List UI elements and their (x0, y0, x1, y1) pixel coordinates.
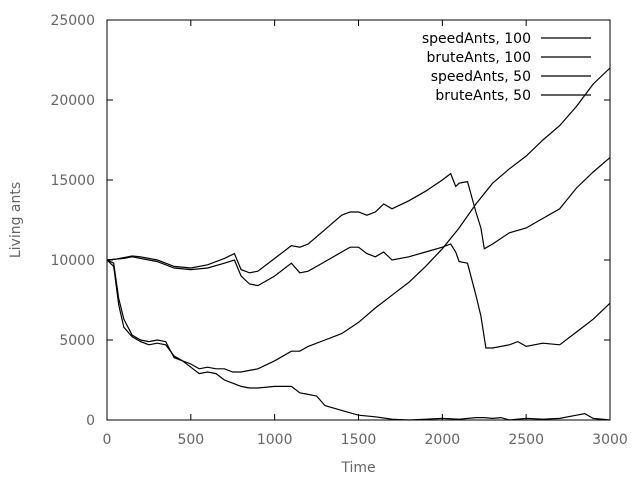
y-tick-label: 0 (86, 413, 95, 429)
x-tick-label: 1500 (341, 432, 377, 448)
y-axis-ticks: 0 5000 10000 15000 20000 25000 (50, 13, 610, 429)
x-tick-label: 0 (103, 432, 112, 448)
series-line-speedants-100 (106, 157, 611, 274)
series-line-bruteants-100 (106, 243, 611, 349)
x-tick-label: 2500 (508, 432, 544, 448)
legend-label: bruteAnts, 50 (435, 88, 531, 104)
series-line-bruteants-50 (106, 259, 611, 421)
x-tick-label: 2000 (425, 432, 461, 448)
x-tick-label: 3000 (592, 432, 628, 448)
x-axis-label: Time (340, 460, 375, 476)
legend-label: bruteAnts, 100 (427, 50, 531, 66)
x-axis-ticks: 0 500 1000 1500 2000 2500 3000 (103, 20, 628, 448)
legend-label: speedAnts, 50 (431, 69, 531, 85)
y-tick-label: 25000 (50, 13, 95, 29)
y-tick-label: 20000 (50, 93, 95, 109)
legend: speedAnts, 100 bruteAnts, 100 speedAnts, 5… (422, 31, 591, 104)
series-line-speedants-50 (106, 67, 611, 373)
x-tick-label: 1000 (257, 432, 293, 448)
y-tick-label: 10000 (50, 253, 95, 269)
legend-label: speedAnts, 100 (422, 31, 531, 47)
y-tick-label: 15000 (50, 173, 95, 189)
x-tick-label: 500 (177, 432, 204, 448)
series-lines (106, 67, 611, 421)
y-tick-label: 5000 (59, 333, 95, 349)
y-axis-label: Living ants (8, 182, 24, 258)
plot-frame (106, 19, 611, 421)
